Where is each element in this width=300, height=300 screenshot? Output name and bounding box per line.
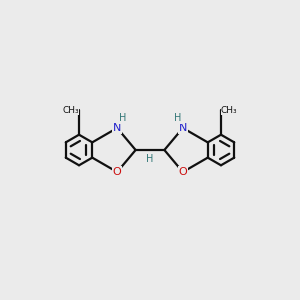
Text: O: O bbox=[178, 167, 187, 177]
Text: H: H bbox=[146, 154, 154, 164]
Text: N: N bbox=[179, 123, 187, 133]
Text: O: O bbox=[113, 167, 122, 177]
Text: N: N bbox=[113, 123, 121, 133]
Text: H: H bbox=[174, 113, 181, 123]
Text: CH₃: CH₃ bbox=[221, 106, 238, 115]
Text: H: H bbox=[119, 113, 126, 123]
Text: CH₃: CH₃ bbox=[62, 106, 79, 115]
